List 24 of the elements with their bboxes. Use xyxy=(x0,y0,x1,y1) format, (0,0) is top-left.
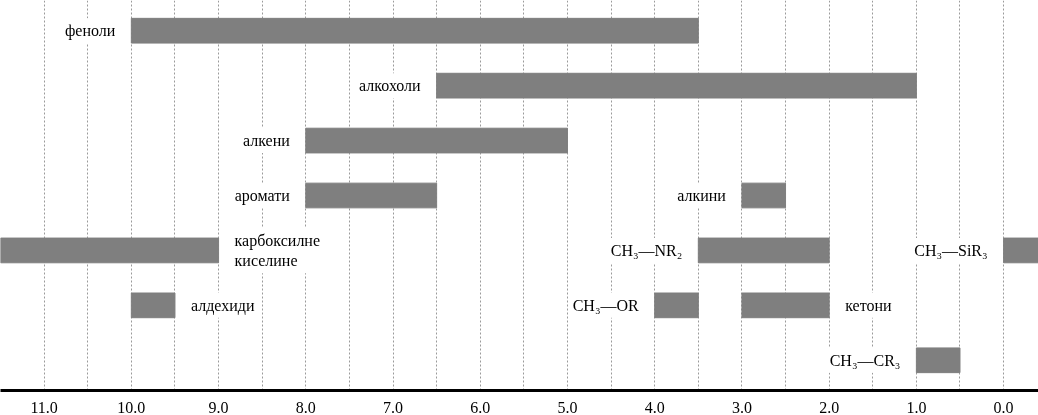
series-label: карбоксилне киселине xyxy=(234,231,321,270)
x-tick-label: 3.0 xyxy=(731,398,752,415)
series-label: алкени xyxy=(242,132,291,150)
series-label: алкохоли xyxy=(359,77,422,95)
x-tick-label: 11.0 xyxy=(30,398,58,415)
x-tick-label: 2.0 xyxy=(819,398,840,415)
x-tick-label: 4.0 xyxy=(644,398,665,415)
x-tick-label: 5.0 xyxy=(557,398,578,415)
series-label: CH₃—CR₃ xyxy=(829,351,901,369)
series-label: CH₃—OR xyxy=(572,296,640,314)
series-label: алдехиди xyxy=(190,296,255,315)
series-label: CH₃—NR₂ xyxy=(610,241,683,259)
x-tick-label: 0.0 xyxy=(993,398,1014,415)
x-tick-label: 1.0 xyxy=(906,398,927,415)
x-tick-label: 8.0 xyxy=(295,398,316,415)
series-label: феноли xyxy=(64,22,116,41)
x-tick-label: 7.0 xyxy=(383,398,404,415)
series-label: кетони xyxy=(845,296,892,314)
series-label: аромати xyxy=(234,187,291,205)
series-label: алкини xyxy=(677,187,727,204)
series-label: CH₃—SiR₃ xyxy=(914,241,988,259)
x-tick-label: 9.0 xyxy=(208,398,229,415)
x-tick-label: 6.0 xyxy=(470,398,491,415)
x-tick-label: 10.0 xyxy=(117,398,146,415)
